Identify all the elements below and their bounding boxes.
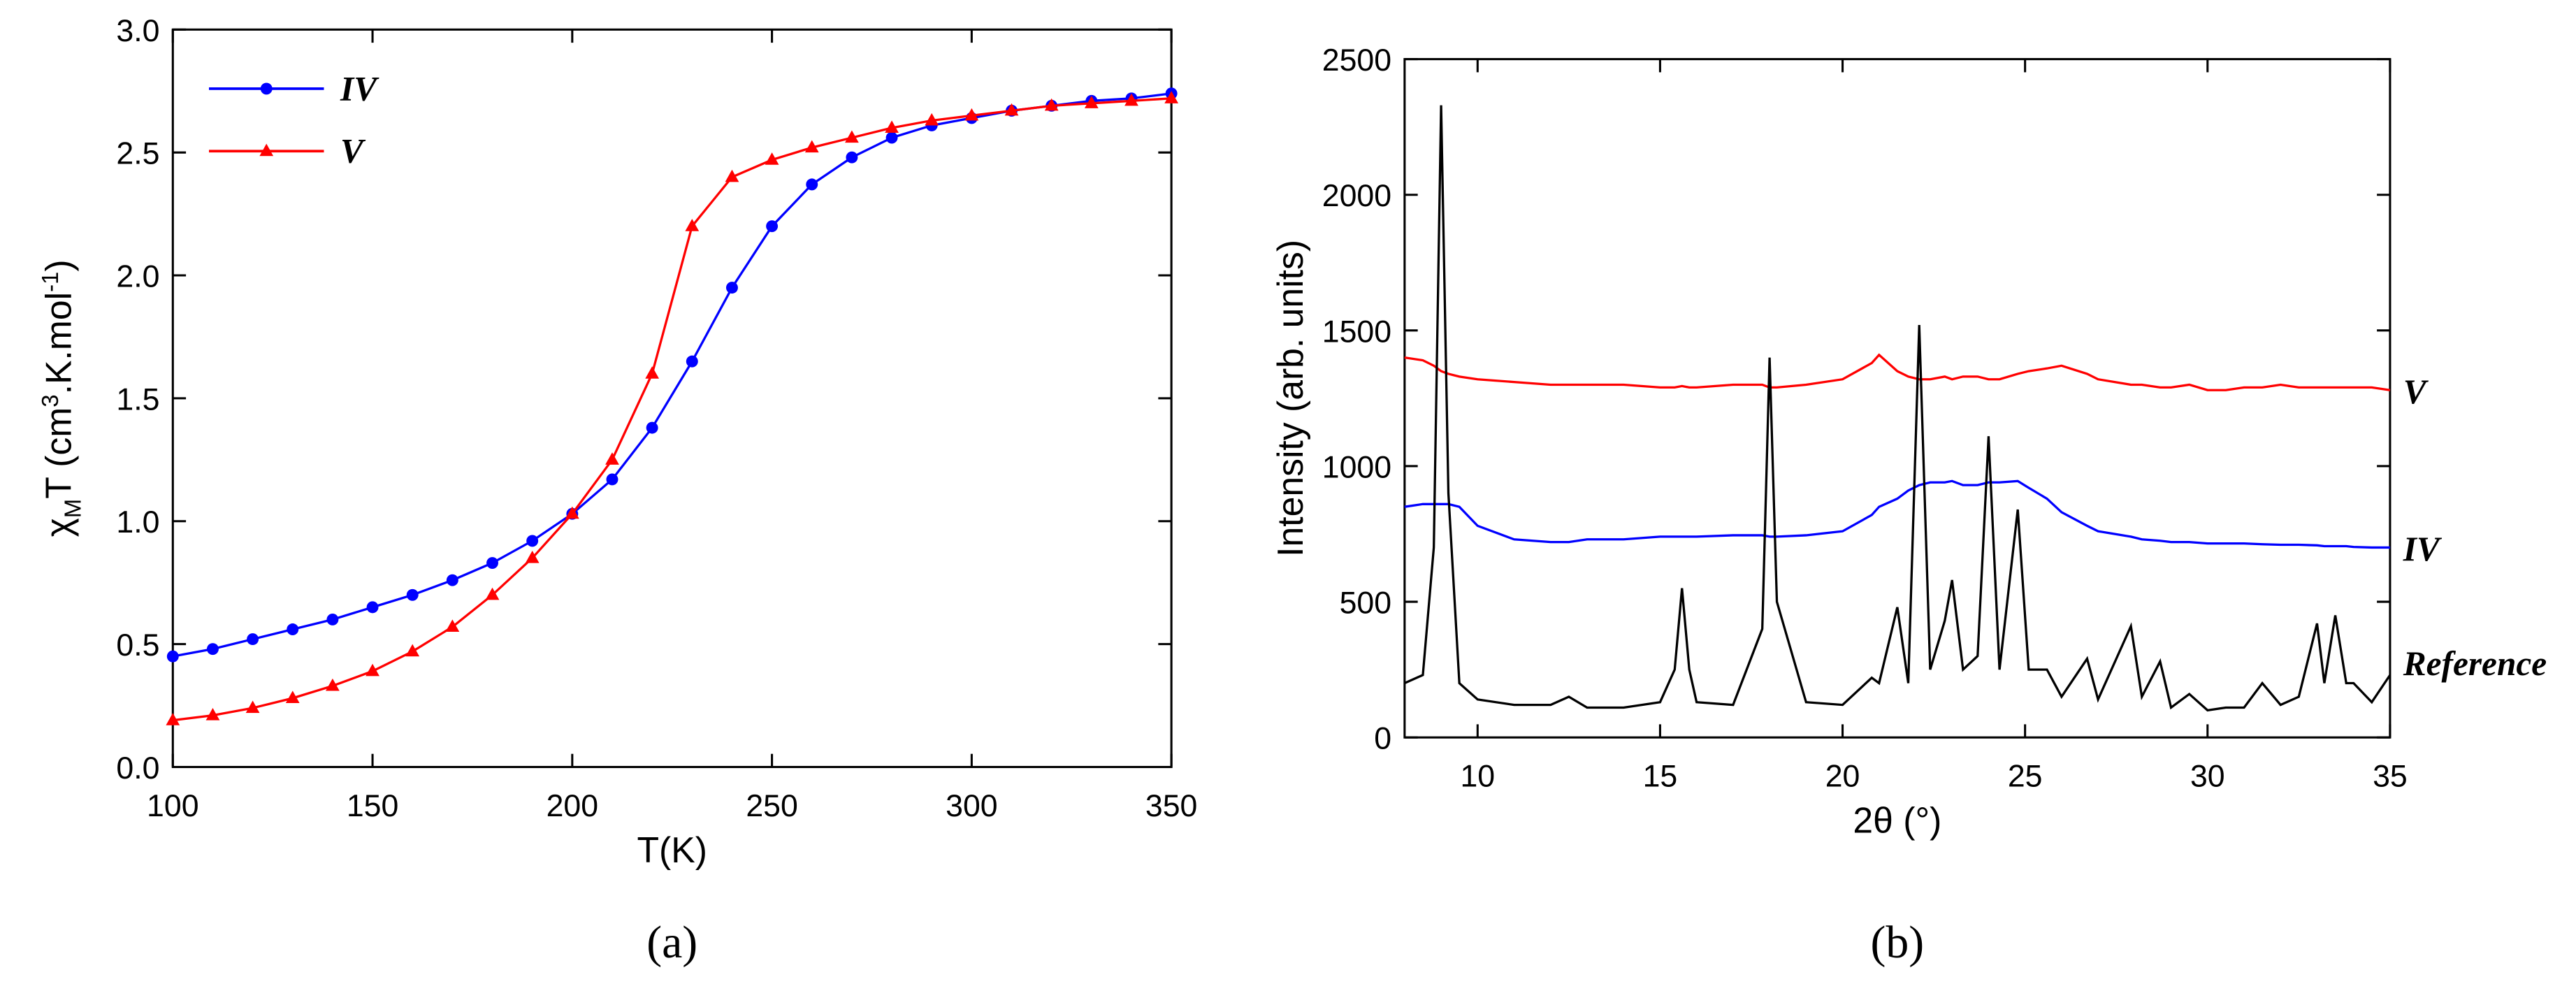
x-tick-label: 100 (147, 789, 198, 823)
x-axis-label: 2θ (°) (1853, 800, 1941, 840)
marker (446, 574, 458, 586)
marker (485, 587, 500, 600)
marker (725, 282, 738, 294)
marker (525, 550, 540, 563)
y-tick-label: 2000 (1322, 179, 1391, 213)
series-line (1404, 479, 2390, 549)
legend-marker (260, 82, 273, 95)
marker (326, 678, 340, 691)
marker (445, 619, 460, 632)
y-axis-label-part: -1 (37, 272, 63, 292)
y-tick-label: 2500 (1322, 43, 1391, 78)
marker (605, 452, 619, 465)
marker (205, 708, 220, 721)
y-tick-label: 0.0 (116, 751, 159, 786)
x-tick-label: 300 (946, 789, 997, 823)
x-axis-label: T(K) (637, 830, 707, 870)
marker (326, 613, 339, 625)
marker (646, 421, 658, 434)
y-tick-label: 0 (1374, 722, 1391, 756)
caption: (a) (646, 917, 697, 968)
caption: (b) (1871, 917, 1925, 968)
marker (285, 690, 300, 704)
y-axis-label-part: 3 (37, 394, 63, 407)
x-tick-label: 15 (1643, 760, 1678, 794)
y-axis-label-part: ) (38, 259, 79, 271)
y-tick-label: 3.0 (116, 14, 159, 48)
y-axis-label-part: .K.mol (38, 292, 79, 394)
marker (765, 152, 779, 165)
marker (845, 130, 859, 143)
x-tick-label: 25 (2008, 760, 2043, 794)
y-tick-label: 1.0 (116, 505, 159, 540)
marker (366, 663, 379, 676)
x-tick-label: 10 (1460, 760, 1495, 794)
marker (486, 557, 498, 570)
marker (606, 473, 618, 486)
marker (565, 506, 579, 519)
x-tick-label: 150 (347, 789, 398, 823)
marker (766, 220, 779, 233)
y-tick-label: 1000 (1322, 450, 1391, 484)
x-tick-label: 20 (1825, 760, 1860, 794)
marker (406, 588, 419, 601)
marker (685, 219, 700, 231)
y-tick-label: 2.0 (116, 259, 159, 294)
series-label: IV (2403, 530, 2443, 568)
marker (686, 355, 698, 368)
x-tick-label: 350 (1145, 789, 1197, 823)
marker (526, 535, 539, 547)
marker (1004, 103, 1019, 116)
marker (166, 713, 180, 725)
plot-frame (171, 28, 1173, 769)
marker (846, 151, 858, 164)
marker (1084, 96, 1099, 108)
y-axis-label-part: M (60, 499, 86, 518)
marker (1164, 91, 1179, 103)
marker (166, 650, 179, 663)
y-axis-label-part: T (cm (38, 407, 79, 499)
x-tick-label: 30 (2190, 760, 2225, 794)
marker (885, 131, 898, 144)
marker (806, 178, 818, 191)
y-tick-label: 1.5 (116, 382, 159, 417)
marker (885, 120, 899, 133)
y-tick-label: 1500 (1322, 314, 1391, 349)
marker (366, 601, 379, 614)
y-tick-label: 2.5 (116, 137, 159, 171)
series-label: V (2403, 372, 2429, 411)
series-line (1404, 105, 2392, 712)
marker (1044, 98, 1059, 111)
y-tick-label: 0.5 (116, 628, 159, 663)
marker (925, 113, 939, 126)
x-tick-label: 250 (746, 789, 797, 823)
series-line (172, 92, 1172, 658)
marker (287, 623, 299, 635)
series-line (1404, 353, 2391, 391)
marker (725, 169, 739, 182)
y-axis-label: χMT (cm3.K.mol-1) (37, 259, 86, 537)
marker (405, 644, 420, 657)
marker (247, 633, 259, 646)
y-axis-label-part: χ (38, 518, 79, 537)
series-label: Reference (2403, 644, 2547, 683)
y-tick-label: 500 (1340, 586, 1391, 621)
legend-marker (259, 143, 274, 157)
legend-label: V (340, 132, 366, 171)
marker (1124, 93, 1138, 106)
y-axis-label: Intensity (arb. units) (1270, 240, 1310, 557)
legend-label: IV (340, 69, 379, 108)
marker (645, 366, 660, 379)
marker (804, 140, 819, 153)
x-tick-label: 200 (547, 789, 598, 823)
marker (206, 643, 219, 656)
x-tick-label: 35 (2373, 760, 2408, 794)
plot-frame (1403, 58, 2392, 739)
marker (245, 700, 260, 714)
series-line (173, 97, 1172, 722)
marker (964, 108, 979, 121)
